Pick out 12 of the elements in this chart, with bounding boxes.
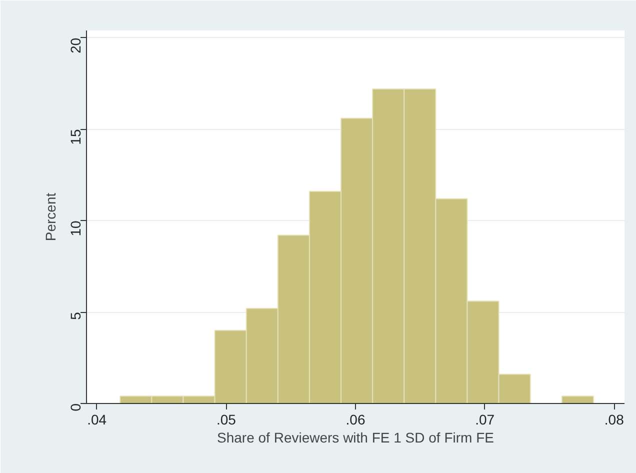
y-tick-label: 15 <box>68 129 84 145</box>
x-tick-label: .06 <box>346 412 366 428</box>
x-tick-label: .07 <box>475 412 495 428</box>
x-tick-label: .08 <box>604 412 624 428</box>
y-tick-label: 10 <box>68 220 84 236</box>
x-tick-label: .04 <box>87 412 107 428</box>
x-tick-label: .05 <box>216 412 236 428</box>
y-tick-label: 5 <box>68 312 84 320</box>
x-axis-title: Share of Reviewers with FE 1 SD of Firm FE <box>217 430 494 446</box>
y-tick-label: 20 <box>68 38 84 54</box>
y-tick-label: 0 <box>68 403 84 412</box>
y-axis-title: Percent <box>42 192 58 242</box>
